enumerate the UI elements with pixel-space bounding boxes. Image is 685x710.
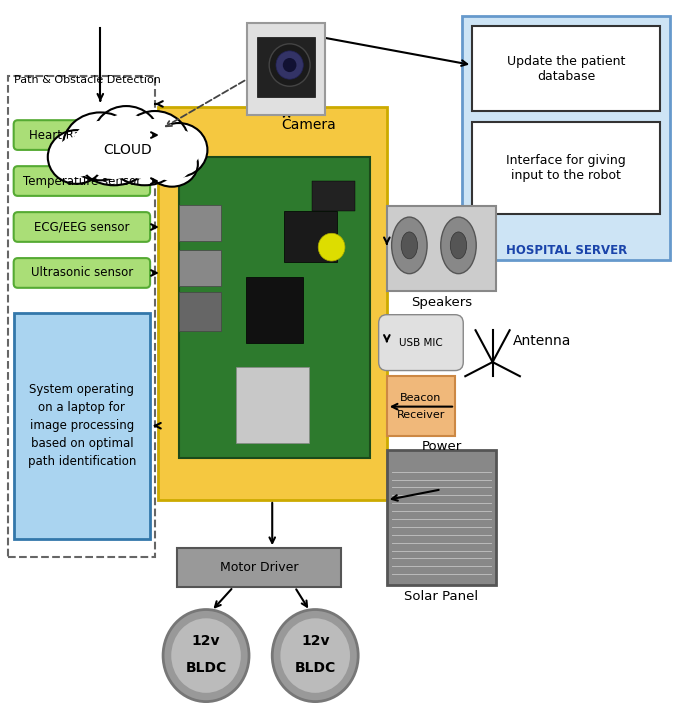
FancyBboxPatch shape	[14, 258, 150, 288]
Ellipse shape	[440, 217, 476, 273]
Ellipse shape	[119, 142, 171, 179]
Ellipse shape	[450, 232, 466, 259]
Bar	[179, 293, 221, 332]
Text: Interface for giving
input to the robot: Interface for giving input to the robot	[506, 153, 626, 182]
Ellipse shape	[153, 147, 191, 181]
Text: USB MIC: USB MIC	[399, 338, 443, 348]
Bar	[247, 23, 325, 114]
Text: HOSPITAL SERVER: HOSPITAL SERVER	[506, 244, 627, 258]
Text: 12v: 12v	[192, 635, 221, 648]
Text: Camera: Camera	[281, 118, 336, 132]
Bar	[246, 277, 303, 344]
Ellipse shape	[401, 232, 418, 259]
Circle shape	[283, 58, 297, 72]
Bar	[179, 157, 370, 457]
Bar	[387, 376, 455, 437]
Text: Power: Power	[421, 439, 462, 452]
Bar	[312, 181, 355, 211]
Text: ECG/EEG sensor: ECG/EEG sensor	[34, 221, 129, 234]
Bar	[258, 37, 315, 97]
Ellipse shape	[146, 141, 198, 187]
Bar	[462, 16, 670, 260]
Text: BLDC: BLDC	[295, 661, 336, 675]
Bar	[158, 107, 387, 500]
Ellipse shape	[80, 136, 148, 185]
Bar	[387, 207, 496, 291]
Ellipse shape	[129, 119, 180, 167]
FancyBboxPatch shape	[14, 120, 150, 150]
Ellipse shape	[163, 609, 249, 701]
Circle shape	[269, 44, 310, 86]
FancyBboxPatch shape	[379, 315, 463, 371]
Ellipse shape	[272, 609, 358, 701]
Ellipse shape	[121, 111, 189, 175]
Bar	[472, 121, 660, 214]
Bar	[177, 548, 341, 587]
Text: System operating
on a laptop for
image processing
based on optimal
path identifi: System operating on a laptop for image p…	[27, 383, 136, 468]
Ellipse shape	[392, 217, 427, 273]
Ellipse shape	[280, 618, 350, 693]
Ellipse shape	[72, 121, 129, 172]
Circle shape	[319, 234, 345, 261]
Bar	[387, 450, 496, 585]
Text: Temperature sensor: Temperature sensor	[23, 175, 141, 187]
Text: Speakers: Speakers	[411, 296, 472, 310]
Bar	[179, 205, 221, 241]
Bar	[179, 250, 221, 286]
Bar	[8, 76, 155, 557]
FancyBboxPatch shape	[14, 166, 150, 196]
Text: Ultrasonic sensor: Ultrasonic sensor	[31, 266, 133, 280]
Ellipse shape	[101, 114, 151, 158]
Bar	[284, 211, 337, 262]
Text: Path & Obstacle Detection: Path & Obstacle Detection	[14, 75, 160, 84]
Bar	[236, 367, 309, 442]
Text: Antenna: Antenna	[513, 334, 571, 348]
Ellipse shape	[93, 106, 159, 165]
Text: Solar Panel: Solar Panel	[404, 590, 479, 603]
Bar	[472, 26, 660, 111]
Text: Beacon
Receiver: Beacon Receiver	[397, 393, 445, 420]
Bar	[14, 312, 150, 539]
Ellipse shape	[63, 112, 138, 180]
Text: Motor Driver: Motor Driver	[220, 562, 299, 574]
Ellipse shape	[48, 130, 105, 184]
Text: 12v: 12v	[301, 635, 329, 648]
Text: BLDC: BLDC	[186, 661, 227, 675]
Ellipse shape	[88, 142, 140, 179]
Text: CLOUD: CLOUD	[103, 143, 152, 157]
Text: Update the patient
database: Update the patient database	[507, 55, 625, 82]
Ellipse shape	[158, 130, 200, 170]
Ellipse shape	[110, 136, 179, 185]
Ellipse shape	[171, 618, 241, 693]
Ellipse shape	[55, 137, 98, 177]
Ellipse shape	[150, 123, 208, 177]
Text: Heart Rate sensor: Heart Rate sensor	[29, 129, 135, 141]
FancyBboxPatch shape	[14, 212, 150, 242]
Circle shape	[276, 51, 303, 80]
